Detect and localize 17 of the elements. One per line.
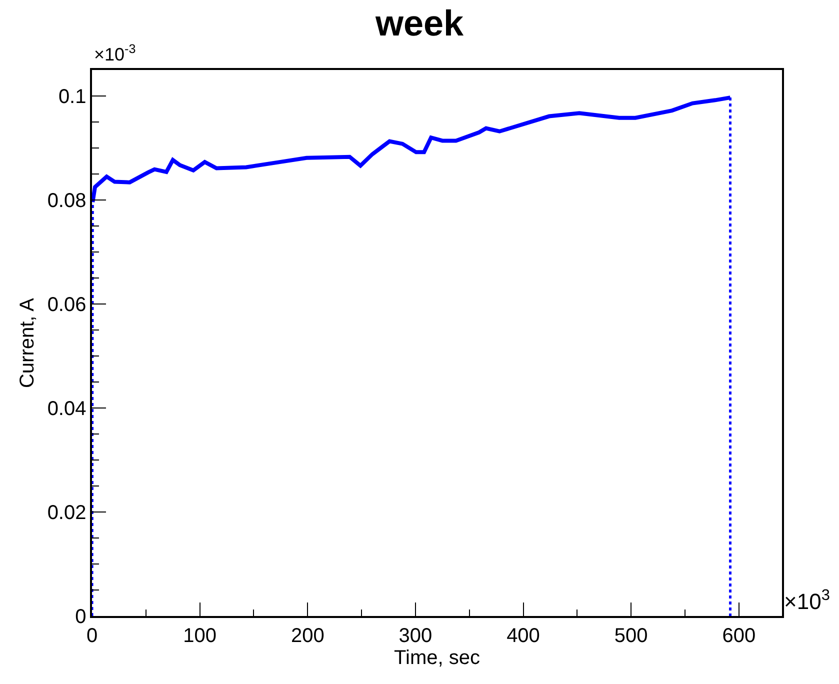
y-tick-label: 0.1 bbox=[58, 86, 86, 108]
x-tick-label: 300 bbox=[398, 624, 432, 647]
text: ×10$^{3}$ bbox=[784, 587, 830, 614]
y-tick-label: 0.02 bbox=[47, 502, 86, 524]
chart-title: week bbox=[374, 2, 465, 44]
y-tick-label: 0.06 bbox=[47, 294, 86, 316]
y-tick-label: 0.08 bbox=[47, 190, 86, 212]
x-tick-label: 500 bbox=[614, 624, 648, 647]
x-tick-label: 400 bbox=[506, 624, 540, 647]
x-tick-label: 200 bbox=[290, 624, 324, 647]
x-axis-title: Time, sec bbox=[394, 646, 480, 669]
x-tick-label: 600 bbox=[722, 624, 756, 647]
y-tick-label: 0.04 bbox=[47, 398, 86, 420]
text: ×10$^{-3}$ bbox=[94, 42, 136, 65]
y-axis-title: Current, A bbox=[16, 297, 38, 388]
x-tick-label: 100 bbox=[183, 624, 216, 647]
y-tick-label: 0 bbox=[75, 606, 86, 628]
